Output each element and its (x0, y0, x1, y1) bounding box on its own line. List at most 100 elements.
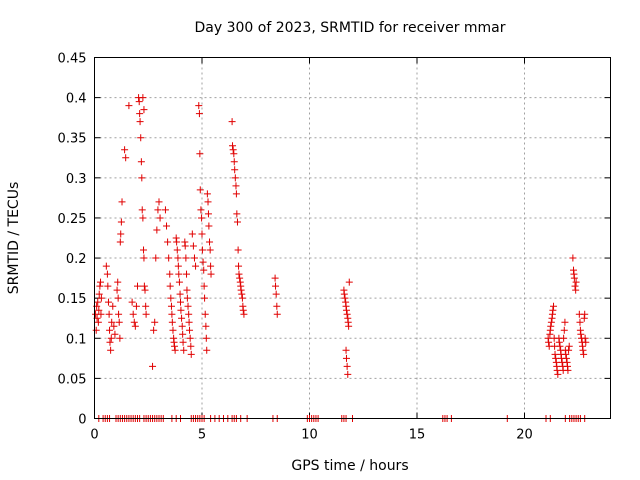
data-point (135, 98, 143, 106)
data-point (201, 310, 209, 318)
data-point (190, 254, 198, 262)
data-point (206, 246, 214, 254)
data-point (207, 262, 215, 270)
data-point (169, 326, 177, 334)
data-point (187, 350, 195, 358)
data-point (228, 118, 236, 126)
data-point (565, 346, 573, 354)
data-point (94, 318, 102, 326)
data-point (137, 134, 145, 142)
data-point (131, 322, 139, 330)
data-point (179, 338, 187, 346)
data-point (205, 222, 213, 230)
data-point (240, 310, 248, 318)
data-point (561, 318, 569, 326)
data-point (196, 150, 204, 158)
data-point (199, 258, 207, 266)
data-point (117, 230, 125, 238)
data-point (141, 286, 149, 294)
data-point (174, 254, 182, 262)
x-tick-label: 5 (198, 428, 206, 443)
data-point (96, 282, 104, 290)
data-point (140, 282, 148, 290)
data-point (572, 278, 580, 286)
data-point (110, 322, 118, 330)
data-point (186, 326, 194, 334)
data-point (118, 198, 126, 206)
data-point (177, 298, 184, 306)
data-point (547, 322, 555, 330)
data-point (342, 346, 350, 354)
data-point (560, 326, 568, 334)
data-point (273, 302, 281, 310)
data-point (345, 322, 353, 330)
data-point (92, 326, 100, 334)
data-point (134, 282, 141, 290)
data-point (235, 270, 243, 278)
data-point (342, 306, 350, 314)
data-point (560, 334, 568, 342)
data-point (230, 158, 238, 166)
data-point (106, 338, 114, 346)
data-point (163, 222, 171, 230)
data-point (105, 310, 113, 318)
data-point (175, 278, 183, 286)
data-point (569, 254, 577, 262)
data-point (577, 330, 585, 338)
data-point (547, 318, 555, 326)
data-point (138, 206, 146, 214)
data-point (345, 278, 353, 286)
data-point (580, 350, 588, 358)
data-point (551, 350, 559, 358)
data-point (197, 206, 205, 214)
data-point (113, 286, 121, 294)
data-point (170, 342, 178, 350)
data-point (237, 286, 245, 294)
data-point (102, 262, 110, 270)
y-tick-label: 0.45 (58, 52, 87, 67)
data-point (114, 278, 122, 286)
data-point (132, 302, 140, 310)
data-point (183, 270, 191, 278)
data-point (139, 94, 147, 102)
data-point (184, 302, 192, 310)
data-point (182, 254, 190, 262)
data-point (207, 270, 215, 278)
data-point (167, 294, 175, 302)
data-point (183, 286, 191, 294)
data-point (142, 310, 150, 318)
y-tick-label: 0.15 (58, 292, 87, 307)
data-point (203, 190, 211, 198)
data-point (203, 346, 211, 354)
data-point (94, 298, 102, 306)
data-point (181, 242, 189, 250)
data-point (341, 294, 349, 302)
data-point (164, 238, 172, 246)
data-point (173, 238, 181, 246)
data-point (139, 214, 147, 222)
data-point (206, 238, 214, 246)
data-point (271, 274, 279, 282)
data-point (229, 146, 237, 154)
y-tick-label: 0 (78, 413, 86, 428)
data-point (185, 310, 193, 318)
data-point (204, 198, 212, 206)
data-point (107, 334, 115, 342)
y-axis-label: SRMTID / TECUs (6, 182, 22, 295)
data-point (555, 338, 563, 346)
x-axis-label: GPS time / hours (291, 458, 408, 474)
data-point (231, 166, 239, 174)
data-point (202, 322, 210, 330)
data-point (342, 354, 350, 362)
data-point (116, 238, 124, 246)
data-point (173, 246, 181, 254)
data-point (200, 282, 208, 290)
data-point (236, 274, 244, 282)
data-point (238, 294, 246, 302)
data-point (122, 154, 130, 162)
data-point (155, 198, 163, 206)
data-point (104, 282, 112, 290)
data-point (238, 290, 246, 298)
data-point (130, 318, 138, 326)
data-point (97, 278, 105, 286)
